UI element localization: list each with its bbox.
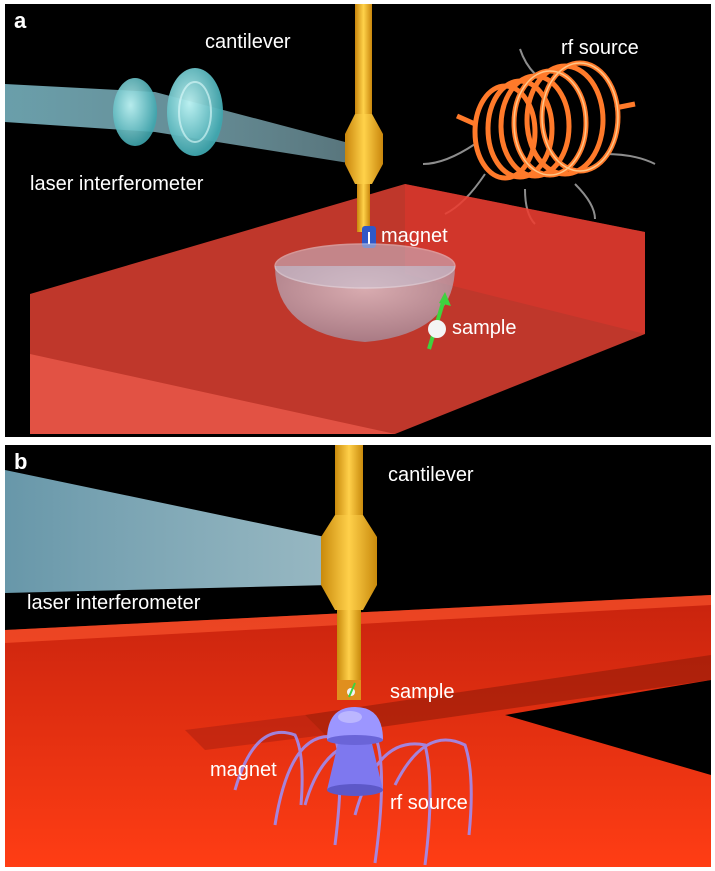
spin-arrow (348, 682, 356, 698)
panel-a: a cantilever rf source laser interferome… (5, 4, 711, 437)
panel-a-illustration (5, 4, 656, 434)
substrate-side (405, 184, 645, 334)
cantilever-shape (345, 4, 383, 232)
laser-interferometer-label: laser interferometer (30, 173, 204, 195)
rf-source-label: rf source (390, 792, 468, 814)
panel-label: a (14, 8, 27, 33)
panel-b-illustration (5, 445, 711, 867)
magnet-label: magnet (210, 759, 277, 781)
laser-interferometer-label: laser interferometer (27, 592, 201, 614)
sample-label: sample (452, 317, 517, 339)
panel-label: b (14, 449, 28, 474)
panel-b: b cantilever laser interferometer sample… (5, 445, 711, 867)
lens (167, 68, 223, 156)
magnet-b (327, 707, 383, 796)
rf-source-label: rf source (561, 37, 639, 59)
lens (113, 78, 157, 146)
cantilever-label: cantilever (388, 464, 474, 486)
cantilever-label: cantilever (205, 31, 291, 53)
laser-beam (5, 470, 330, 593)
substrate-front (30, 354, 395, 434)
sample-label: sample (390, 681, 455, 703)
magnet-label: magnet (381, 225, 448, 247)
sample-a (428, 320, 446, 338)
